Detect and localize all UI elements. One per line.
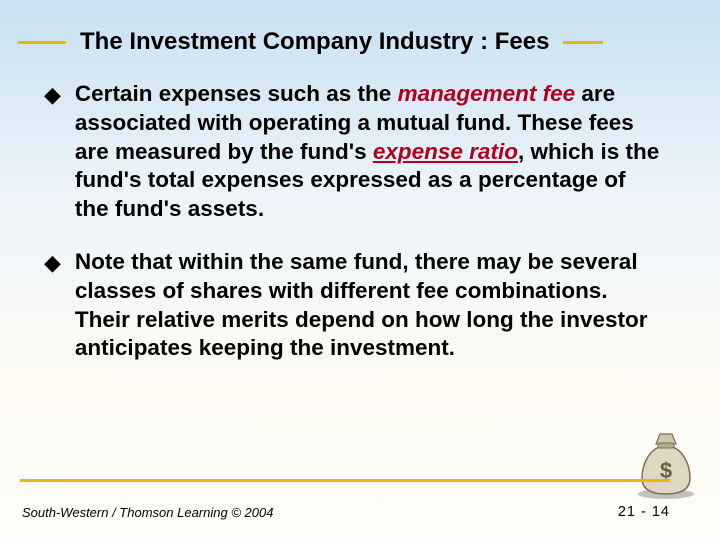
bullet-marker: ◆ xyxy=(44,248,61,278)
moneybag-icon: $ xyxy=(630,428,702,500)
bullet-text: Certain expenses such as the management … xyxy=(75,80,660,224)
bullet-text: Note that within the same fund, there ma… xyxy=(75,248,660,363)
text-segment: Note that within the same fund, there ma… xyxy=(75,249,648,360)
content-area: ◆ Certain expenses such as the managemen… xyxy=(0,56,720,363)
slide-title: The Investment Company Industry : Fees xyxy=(80,28,549,56)
title-dash-right xyxy=(563,41,603,44)
bullet-marker: ◆ xyxy=(44,80,61,110)
bullet-item: ◆ Note that within the same fund, there … xyxy=(44,248,660,363)
footer-copyright: South-Western / Thomson Learning © 2004 xyxy=(22,505,273,520)
text-segment: Certain expenses such as the xyxy=(75,81,398,106)
bullet-item: ◆ Certain expenses such as the managemen… xyxy=(44,80,660,224)
emphasis-term: management fee xyxy=(398,81,576,106)
title-row: The Investment Company Industry : Fees xyxy=(0,0,720,56)
footer-page-number: 21 - 14 xyxy=(618,504,670,520)
footer-rule xyxy=(20,479,670,482)
title-dash-left xyxy=(18,41,66,44)
emphasis-term: expense ratio xyxy=(373,139,518,164)
